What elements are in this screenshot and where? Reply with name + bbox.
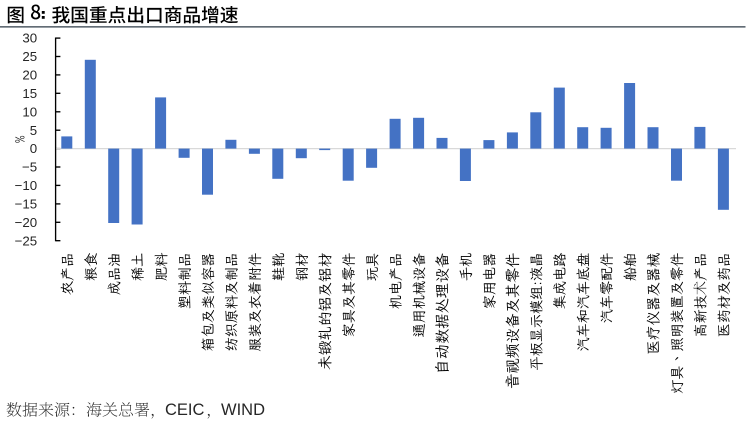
svg-text:−20: −20 bbox=[15, 215, 38, 230]
svg-text:5: 5 bbox=[30, 123, 37, 138]
svg-text:0: 0 bbox=[30, 141, 37, 156]
svg-text:10: 10 bbox=[22, 104, 37, 119]
svg-text:15: 15 bbox=[22, 86, 37, 101]
svg-text:−10: −10 bbox=[15, 178, 38, 193]
svg-text:25: 25 bbox=[22, 49, 37, 64]
svg-text:−25: −25 bbox=[15, 233, 38, 248]
svg-text:WIND: WIND bbox=[221, 401, 265, 419]
svg-text:30: 30 bbox=[22, 31, 37, 46]
svg-text:20: 20 bbox=[22, 68, 37, 83]
svg-text:CEIC: CEIC bbox=[165, 401, 205, 419]
svg-text:−5: −5 bbox=[22, 160, 37, 175]
svg-text:−15: −15 bbox=[15, 197, 38, 212]
